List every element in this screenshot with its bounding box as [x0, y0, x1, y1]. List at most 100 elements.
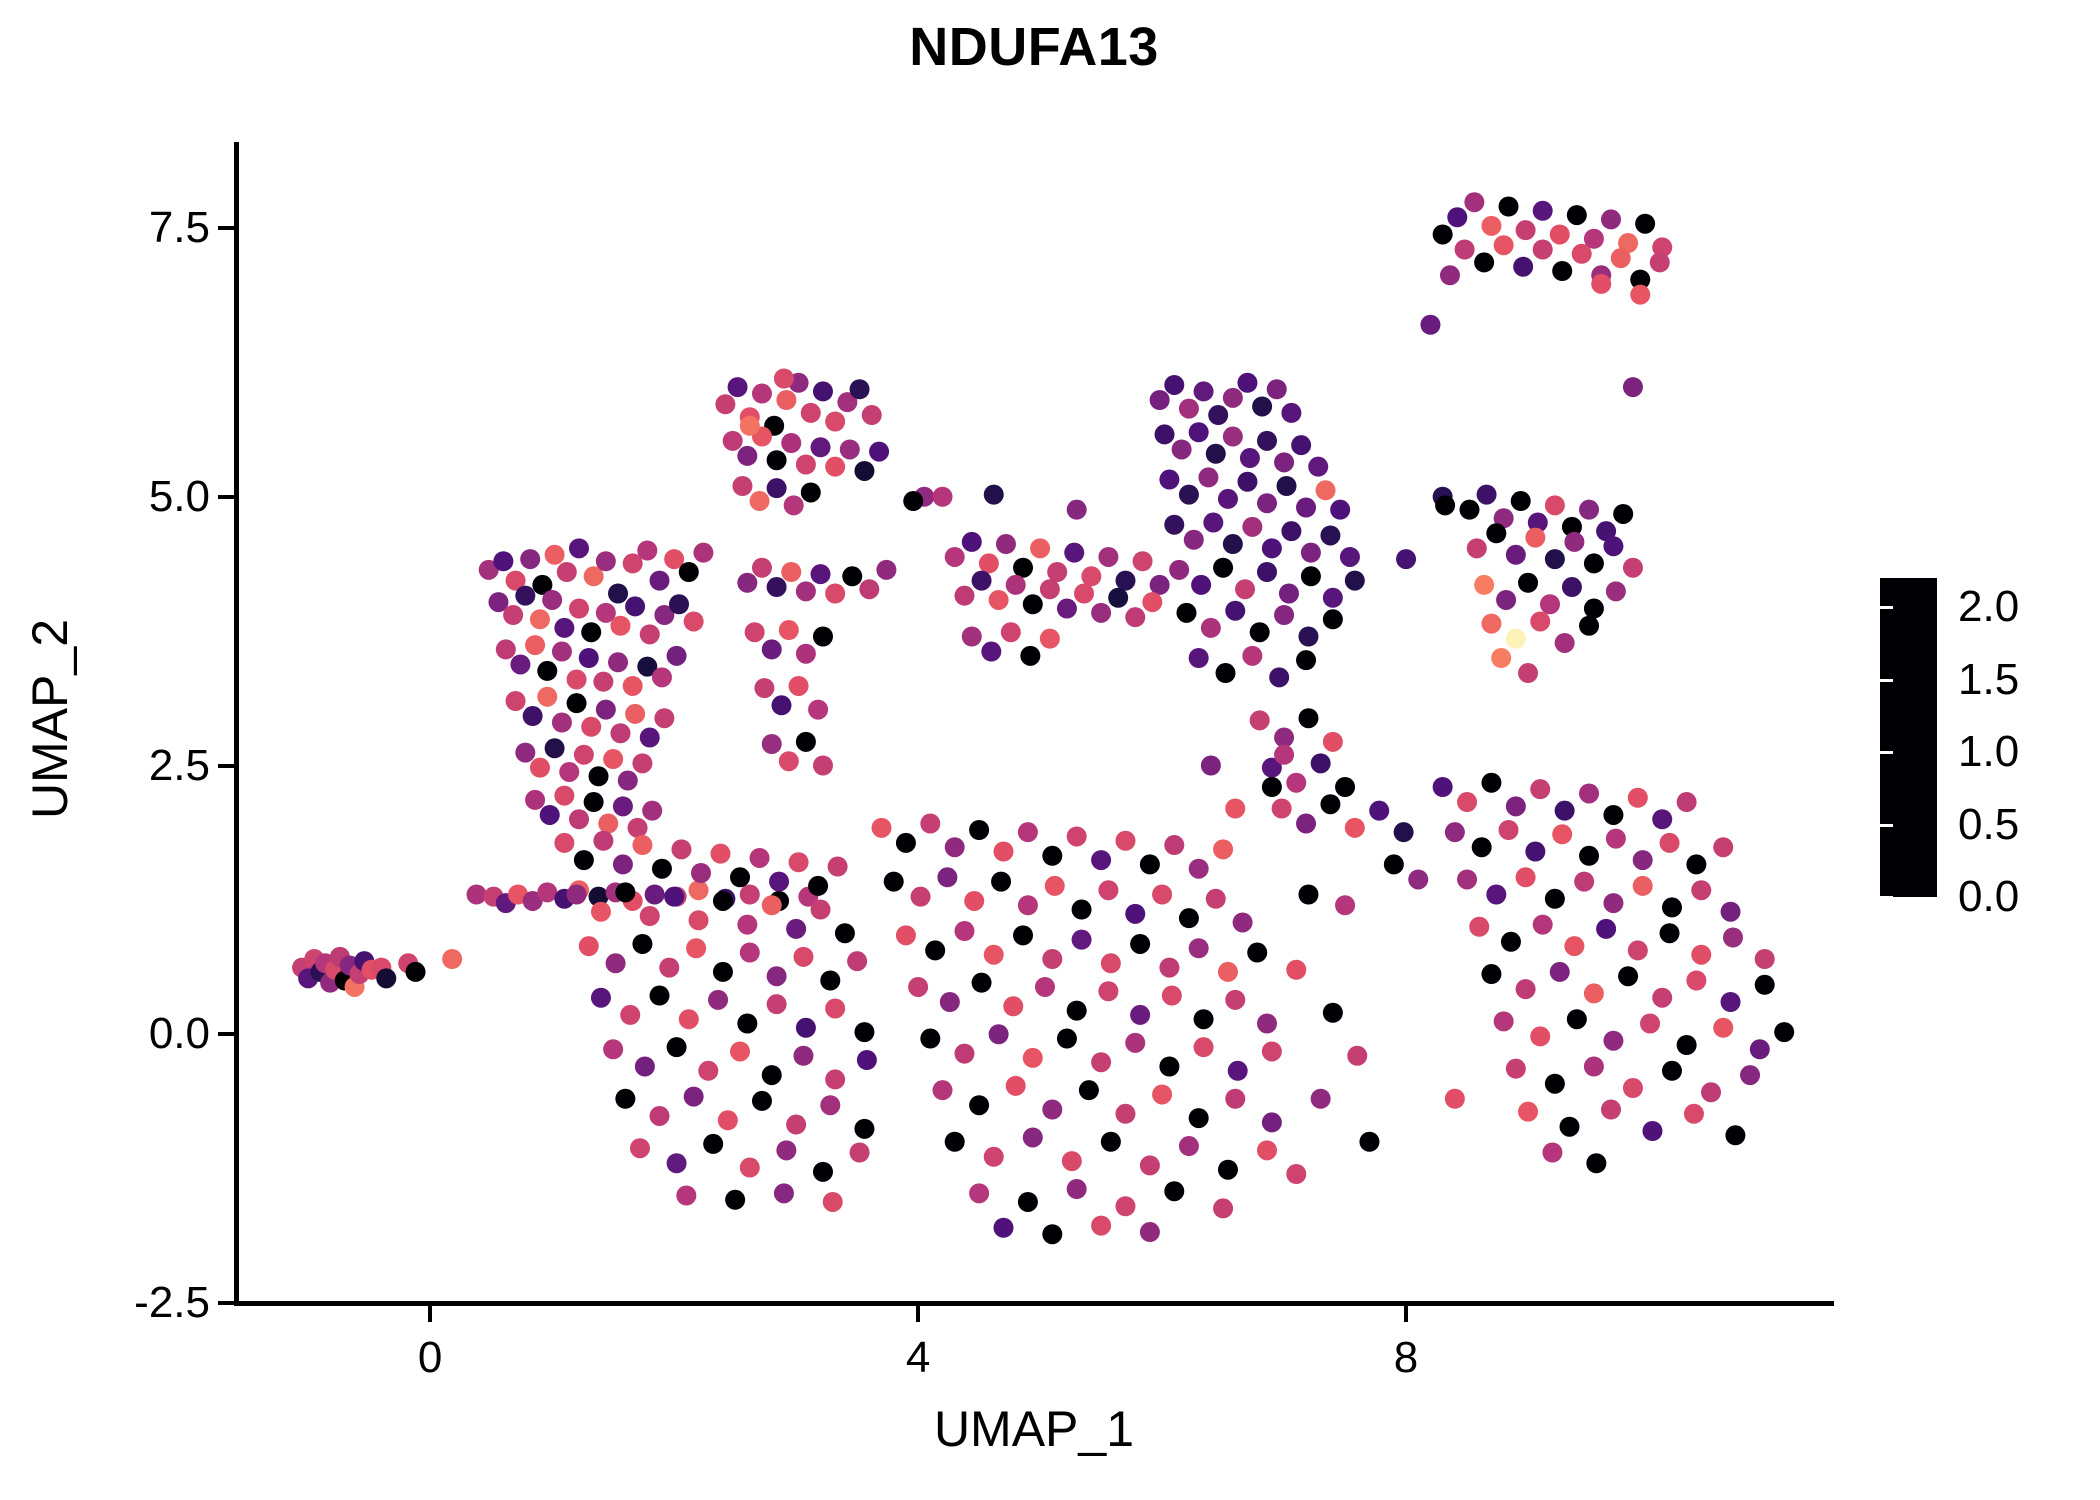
scatter-point [1237, 372, 1258, 393]
scatter-point [1261, 1041, 1282, 1062]
scatter-point [1132, 551, 1153, 572]
scatter-point [1532, 239, 1553, 260]
scatter-point [1344, 817, 1365, 838]
scatter-point [1298, 626, 1319, 647]
scatter-point [1486, 523, 1507, 544]
scatter-point [1596, 918, 1617, 939]
scatter-point [1649, 252, 1670, 273]
scatter-point [1042, 1099, 1063, 1120]
scatter-point [969, 1095, 990, 1116]
scatter-point [1213, 1198, 1234, 1219]
scatter-point [1559, 1116, 1580, 1137]
scatter-point [1300, 566, 1321, 587]
page-title: NDUFA13 [909, 17, 1159, 77]
scatter-point [708, 989, 729, 1010]
x-axis-title: UMAP_1 [933, 1401, 1135, 1457]
scatter-point [778, 620, 799, 641]
scatter-point [1554, 800, 1575, 821]
scatter-point [1274, 727, 1295, 748]
scatter-point [525, 635, 546, 656]
scatter-point [1139, 1155, 1160, 1176]
scatter-point [649, 570, 670, 591]
scatter-point [1125, 607, 1146, 628]
scatter-point [649, 1105, 670, 1126]
scatter-point [869, 441, 890, 462]
scatter-point [847, 951, 868, 972]
scatter-point [1339, 546, 1360, 567]
colorbar-ticklabel: 0.0 [1958, 872, 2020, 921]
scatter-point [849, 1142, 870, 1163]
scatter-point [639, 906, 660, 926]
scatter-point [1603, 1030, 1624, 1051]
scatter-point [1552, 824, 1573, 845]
scatter-point [1178, 1136, 1199, 1157]
scatter-point [1583, 553, 1604, 574]
scatter-point [1713, 1017, 1734, 1038]
y-axis-title: UMAP_2 [22, 618, 78, 820]
scatter-point [849, 379, 870, 400]
scatter-point [776, 1140, 797, 1161]
scatter-point [1200, 617, 1221, 638]
scatter-point [1481, 964, 1502, 985]
colorbar-ticklabel: 1.0 [1958, 727, 2020, 776]
scatter-point [632, 835, 653, 856]
scatter-point [1115, 830, 1136, 851]
scatter-point [920, 813, 941, 834]
scatter-point [581, 622, 602, 643]
scatter-point [598, 813, 619, 834]
scatter-point [522, 706, 543, 727]
scatter-point [727, 377, 748, 398]
scatter-point [1505, 544, 1526, 565]
scatter-point [1056, 598, 1077, 619]
scatter-point [503, 605, 524, 625]
scatter-point [773, 1183, 794, 1204]
scatter-point [1498, 820, 1519, 840]
scatter-point [510, 654, 531, 675]
colorbar-ticklabel: 1.5 [1958, 654, 2020, 704]
scatter-point [1496, 589, 1517, 610]
scatter-point [1188, 938, 1209, 959]
scatter-point [566, 669, 587, 690]
scatter-point [1188, 422, 1209, 443]
scatter-point [1583, 598, 1604, 619]
scatter-point [1544, 549, 1565, 570]
scatter-point [639, 624, 660, 645]
scatter-point [488, 592, 509, 613]
scatter-point [1622, 377, 1643, 398]
scatter-point [1613, 503, 1634, 524]
scatter-point [1030, 538, 1051, 559]
scatter-point [1139, 854, 1160, 875]
scatter-point [786, 1114, 807, 1135]
scatter-point [1627, 940, 1648, 961]
scatter-point [529, 757, 550, 778]
scatter-point [1444, 822, 1465, 843]
scatter-point [1320, 525, 1341, 546]
scatter-point [1369, 800, 1390, 821]
scatter-point [1115, 1103, 1136, 1124]
scatter-point [590, 987, 611, 1008]
scatter-point [1481, 772, 1502, 793]
scatter-point [1627, 787, 1648, 808]
scatter-point [1632, 850, 1653, 871]
scatter-point [1022, 1047, 1043, 1068]
scatter-point [669, 594, 690, 615]
scatter-point [981, 641, 1002, 662]
scatter-point [795, 1017, 816, 1038]
scatter-point [1659, 923, 1680, 944]
scatter-point [686, 938, 707, 959]
scatter-point [1439, 265, 1460, 286]
scatter-point [812, 381, 833, 402]
scatter-point [659, 957, 680, 978]
scatter-point [632, 933, 653, 954]
scatter-point [1574, 871, 1595, 892]
plot-panel [235, 142, 1833, 1303]
scatter-point [795, 643, 816, 664]
scatter-point [1481, 215, 1502, 236]
scatter-point [1603, 536, 1624, 557]
scatter-point [1178, 398, 1199, 419]
scatter-point [632, 753, 653, 774]
colorbar-tick [2067, 678, 2080, 682]
scatter-point [1232, 912, 1253, 933]
scatter-point [971, 570, 992, 591]
